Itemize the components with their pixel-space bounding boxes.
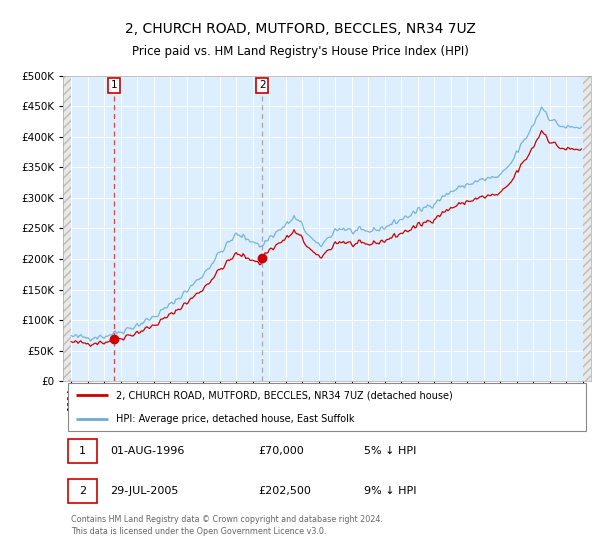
Text: 29-JUL-2005: 29-JUL-2005 — [110, 486, 179, 496]
Text: 1: 1 — [79, 446, 86, 456]
FancyBboxPatch shape — [68, 383, 586, 431]
Text: 2, CHURCH ROAD, MUTFORD, BECCLES, NR34 7UZ: 2, CHURCH ROAD, MUTFORD, BECCLES, NR34 7… — [125, 22, 475, 36]
Bar — [583, 76, 591, 381]
Text: 2: 2 — [259, 80, 265, 90]
Text: 1: 1 — [110, 80, 117, 90]
Text: £70,000: £70,000 — [259, 446, 304, 456]
Text: 2, CHURCH ROAD, MUTFORD, BECCLES, NR34 7UZ (detached house): 2, CHURCH ROAD, MUTFORD, BECCLES, NR34 7… — [116, 390, 452, 400]
Text: Price paid vs. HM Land Registry's House Price Index (HPI): Price paid vs. HM Land Registry's House … — [131, 45, 469, 58]
FancyBboxPatch shape — [68, 438, 97, 463]
Text: Contains HM Land Registry data © Crown copyright and database right 2024.
This d: Contains HM Land Registry data © Crown c… — [71, 515, 383, 535]
FancyBboxPatch shape — [68, 479, 97, 503]
Text: £202,500: £202,500 — [259, 486, 311, 496]
Text: 9% ↓ HPI: 9% ↓ HPI — [364, 486, 416, 496]
Text: 01-AUG-1996: 01-AUG-1996 — [110, 446, 185, 456]
Text: HPI: Average price, detached house, East Suffolk: HPI: Average price, detached house, East… — [116, 414, 354, 424]
Text: 5% ↓ HPI: 5% ↓ HPI — [364, 446, 416, 456]
Bar — [63, 76, 71, 381]
Text: 2: 2 — [79, 486, 86, 496]
